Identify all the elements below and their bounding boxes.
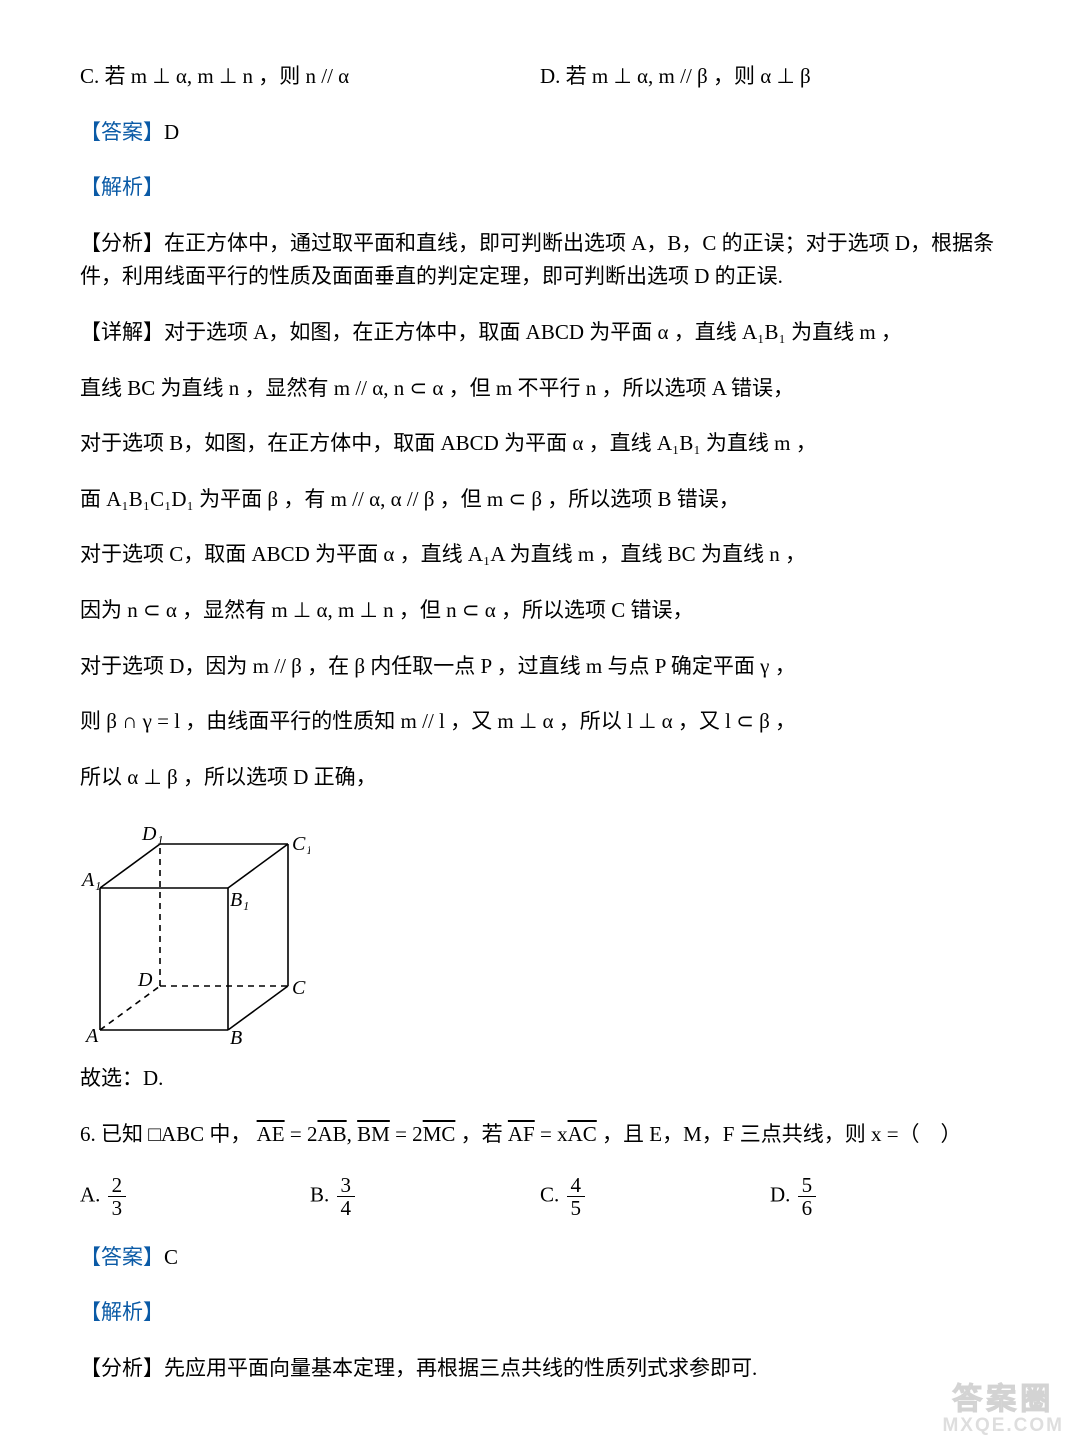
q5-option-c: C. 若 m ⊥ α, m ⊥ n ，则 n // α <box>80 60 540 94</box>
svg-text:A: A <box>84 1025 99 1046</box>
q6-option-b-label: B. <box>310 1182 329 1206</box>
svg-text:B: B <box>230 1027 242 1046</box>
svg-text:C: C <box>292 977 306 999</box>
q6-mid: ，若 <box>455 1122 508 1146</box>
q5-options-cd: C. 若 m ⊥ α, m ⊥ n ，则 n // α D. 若 m ⊥ α, … <box>80 60 1000 94</box>
q6-vec-AC: AC <box>568 1122 597 1146</box>
q6-option-d-frac: 5 6 <box>798 1174 817 1219</box>
q5-option-d-text: D. 若 m ⊥ α, m // β ，则 α ⊥ β <box>540 64 811 88</box>
q5-detail-7: 则 β ∩ γ = l ，由线面平行的性质知 m // l ，又 m ⊥ α ，… <box>80 705 1000 739</box>
svg-text:A₁: A₁ <box>80 869 101 891</box>
q6-option-a-frac: 2 3 <box>108 1174 127 1219</box>
q6-option-a-den: 3 <box>108 1197 127 1219</box>
q6-vec-MC: MC <box>423 1122 456 1146</box>
q6-vec-AF: AF <box>508 1122 535 1146</box>
cube-svg: A B C D A₁ B₁ C₁ D₁ <box>80 816 310 1046</box>
q5-analysis-label-row: 【解析】 <box>80 171 1000 205</box>
q6-option-c-num: 4 <box>567 1174 586 1197</box>
q6-answer: 【答案】C <box>80 1241 1000 1275</box>
q6-option-c-frac: 4 5 <box>567 1174 586 1219</box>
q5-detail-0: 【详解】对于选项 A，如图，在正方体中，取面 ABCD 为平面 α ，直线 A₁… <box>80 316 1000 350</box>
q5-answer-label: 【答案】 <box>80 120 164 144</box>
q6-option-d: D. 5 6 <box>770 1174 1000 1219</box>
q6-option-a-num: 2 <box>108 1174 127 1197</box>
watermark-top: 答案圈 <box>942 1385 1064 1415</box>
q5-detail-8: 所以 α ⊥ β ，所以选项 D 正确， <box>80 761 1000 795</box>
q6-eq1: = 2 <box>285 1122 318 1146</box>
svg-text:D₁: D₁ <box>141 823 163 845</box>
q5-detail-6: 对于选项 D，因为 m // β ，在 β 内任取一点 P ，过直线 m 与点 … <box>80 650 1000 684</box>
q6-stem: 6. 已知 □ABC 中， AE = 2AB, BM = 2MC ，若 AF =… <box>80 1118 1000 1152</box>
q6-option-c-label: C. <box>540 1182 559 1206</box>
q6-vec-AE: AE <box>257 1122 285 1146</box>
q5-detail-2: 对于选项 B，如图，在正方体中，取面 ABCD 为平面 α ，直线 A₁B₁ 为… <box>80 427 1000 461</box>
q6-option-b-den: 4 <box>337 1197 356 1219</box>
svg-text:B₁: B₁ <box>230 889 249 911</box>
q6-eq3: = x <box>535 1122 568 1146</box>
q6-answer-value: C <box>164 1245 178 1269</box>
q5-analysis-intro: 【分析】在正方体中，通过取平面和直线，即可判断出选项 A，B，C 的正误；对于选… <box>80 227 1000 294</box>
q5-detail-1: 直线 BC 为直线 n ，显然有 m // α, n ⊂ α ，但 m 不平行 … <box>80 372 1000 406</box>
q6-answer-label: 【答案】 <box>80 1245 164 1269</box>
q6-option-a-label: A. <box>80 1182 100 1206</box>
q6-vec-BM: BM <box>357 1122 390 1146</box>
q5-conclusion: 故选：D. <box>80 1062 1000 1096</box>
q6-stem-prefix: 6. 已知 □ABC 中， <box>80 1122 251 1146</box>
q5-detail-5: 因为 n ⊂ α ，显然有 m ⊥ α, m ⊥ n ，但 n ⊂ α ，所以选… <box>80 594 1000 628</box>
q6-option-c-den: 5 <box>567 1197 586 1219</box>
q6-sep1: , <box>347 1122 358 1146</box>
q6-tail: ，且 E，M，F 三点共线，则 x =（ ） <box>597 1122 962 1146</box>
svg-text:D: D <box>137 969 153 991</box>
q6-option-b-frac: 3 4 <box>337 1174 356 1219</box>
cube-figure: A B C D A₁ B₁ C₁ D₁ <box>80 816 1000 1046</box>
svg-text:C₁: C₁ <box>292 833 310 855</box>
q6-option-c: C. 4 5 <box>540 1174 770 1219</box>
q6-option-d-num: 5 <box>798 1174 817 1197</box>
q6-option-d-label: D. <box>770 1182 790 1206</box>
q6-analysis-label: 【解析】 <box>80 1300 164 1324</box>
q5-answer: 【答案】D <box>80 116 1000 150</box>
q5-answer-value: D <box>164 120 179 144</box>
q6-option-a: A. 2 3 <box>80 1174 310 1219</box>
q6-eq2: = 2 <box>390 1122 423 1146</box>
q5-analysis-label: 【解析】 <box>80 175 164 199</box>
q6-option-b-num: 3 <box>337 1174 356 1197</box>
q5-detail-3: 面 A₁B₁C₁D₁ 为平面 β ，有 m // α, α // β ，但 m … <box>80 483 1000 517</box>
watermark-bottom: MXQE.COM <box>942 1415 1064 1438</box>
q6-analysis-intro: 【分析】先应用平面向量基本定理，再根据三点共线的性质列式求参即可. <box>80 1352 1000 1386</box>
q6-vec-AB: AB <box>317 1122 346 1146</box>
q6-options: A. 2 3 B. 3 4 C. 4 5 D. 5 6 <box>80 1174 1000 1219</box>
q5-detail-4: 对于选项 C，取面 ABCD 为平面 α ，直线 A₁A 为直线 m ，直线 B… <box>80 538 1000 572</box>
q5-option-c-text: C. 若 m ⊥ α, m ⊥ n ，则 n // α <box>80 64 349 88</box>
q6-option-d-den: 6 <box>798 1197 817 1219</box>
q6-analysis-label-row: 【解析】 <box>80 1296 1000 1330</box>
q6-option-b: B. 3 4 <box>310 1174 540 1219</box>
q5-option-d: D. 若 m ⊥ α, m // β ，则 α ⊥ β <box>540 60 1000 94</box>
